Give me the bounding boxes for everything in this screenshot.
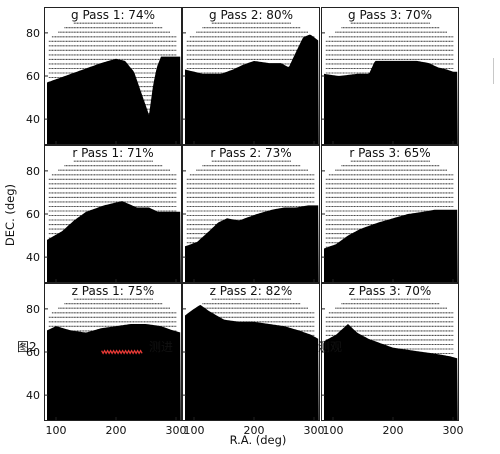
- panel-content: [47, 151, 181, 283]
- panel-content: [47, 289, 181, 421]
- panel-title: z Pass 2: 82%: [210, 284, 293, 298]
- panel-title: g Pass 2: 80%: [209, 8, 293, 22]
- panel-content: [185, 151, 319, 283]
- y-tick-label: 60: [26, 70, 40, 83]
- panel-title-backing: [62, 9, 164, 22]
- red-overlay-line: [101, 349, 143, 355]
- x-tick-label: 200: [244, 424, 265, 437]
- panel: z Pass 2: 82%: [182, 283, 320, 421]
- x-tick-label: 300: [166, 424, 187, 437]
- panel: r Pass 2: 73%: [182, 145, 320, 283]
- x-axis-label: R.A. (deg): [230, 433, 287, 447]
- x-tick-label: 300: [443, 424, 464, 437]
- y-tick-label: 40: [26, 389, 40, 402]
- observed-fields: [47, 324, 181, 421]
- observed-fields: [324, 324, 458, 421]
- panel: r Pass 1: 71%: [44, 145, 182, 283]
- y-tick-label: 80: [26, 27, 40, 40]
- observed-fields: [185, 205, 319, 283]
- observed-fields: [324, 209, 458, 283]
- panel-title-backing: [62, 285, 164, 298]
- caption-overlay: 图2 测进 测观: [17, 340, 342, 355]
- y-axis-label: DEC. (deg): [3, 184, 17, 246]
- panel-title: z Pass 3: 70%: [349, 284, 432, 298]
- panel-title: r Pass 3: 65%: [349, 146, 430, 160]
- panel-content: [324, 151, 458, 283]
- panel: g Pass 3: 70%: [321, 7, 459, 145]
- x-tick-label: 100: [323, 424, 344, 437]
- panel-content: [324, 13, 458, 145]
- x-tick-label: 300: [304, 424, 325, 437]
- panel-title-backing: [339, 285, 441, 298]
- overlay-caption-right: 测观: [318, 340, 342, 354]
- observed-fields: [185, 34, 319, 145]
- overlay-caption-middle: 测进: [149, 340, 173, 354]
- panel: r Pass 3: 65%: [321, 145, 459, 283]
- panel: z Pass 3: 70%: [321, 283, 459, 421]
- panel: z Pass 1: 75%: [44, 283, 182, 421]
- panel-title-backing: [200, 285, 302, 298]
- panels-layer: g Pass 1: 74% g Pass 2: 80% g Pass 3: 70% r…: [44, 7, 459, 421]
- panel-title-backing: [339, 9, 441, 22]
- x-tick-label: 100: [46, 424, 67, 437]
- panel-title-backing: [339, 147, 441, 160]
- y-tick-label: 40: [26, 251, 40, 264]
- y-tick-label: 60: [26, 346, 40, 359]
- y-tick-label: 80: [26, 165, 40, 178]
- panel-content: [185, 13, 319, 145]
- panel-title: g Pass 3: 70%: [348, 8, 432, 22]
- y-tick-label: 40: [26, 113, 40, 126]
- overlay-caption-left: 图2: [17, 340, 37, 354]
- x-tick-label: 100: [184, 424, 205, 437]
- observed-fields: [185, 305, 319, 421]
- panel-title: g Pass 1: 74%: [71, 8, 155, 22]
- panel-title-backing: [62, 147, 164, 160]
- x-tick-label: 200: [383, 424, 404, 437]
- y-tick-label: 80: [26, 303, 40, 316]
- panel-content: [185, 289, 319, 421]
- observed-fields: [47, 201, 181, 283]
- panel-title-backing: [200, 147, 302, 160]
- x-tick-label: 200: [106, 424, 127, 437]
- panel-title-backing: [200, 9, 302, 22]
- y-tick-labels: 40 60 80 40 60 80 40 60 80: [26, 27, 40, 402]
- y-tick-label: 60: [26, 208, 40, 221]
- panel-title: z Pass 1: 75%: [72, 284, 155, 298]
- panel: g Pass 1: 74%: [44, 7, 182, 145]
- panel-title: r Pass 1: 71%: [72, 146, 153, 160]
- panel-content: [324, 289, 458, 421]
- observed-fields: [324, 60, 458, 145]
- page-edge-mark: [493, 58, 500, 84]
- panel-title: r Pass 2: 73%: [210, 146, 291, 160]
- panel-content: [47, 13, 181, 145]
- panel: g Pass 2: 80%: [182, 7, 320, 145]
- observed-fields: [47, 56, 181, 145]
